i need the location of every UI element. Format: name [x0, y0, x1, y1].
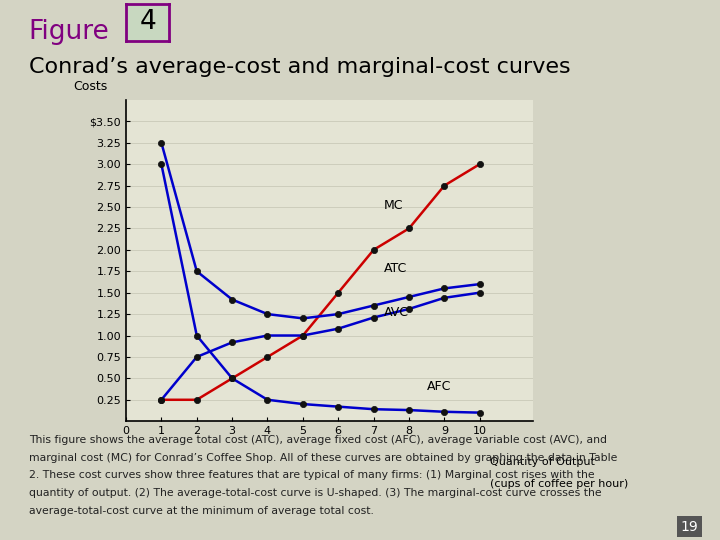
Text: (cups of coffee per hour): (cups of coffee per hour) [490, 480, 629, 489]
Text: Quantity of Output: Quantity of Output [490, 457, 595, 467]
Text: This figure shows the average total cost (ATC), average fixed cost (AFC), averag: This figure shows the average total cost… [29, 435, 607, 445]
Text: marginal cost (MC) for Conrad’s Coffee Shop. All of these curves are obtained by: marginal cost (MC) for Conrad’s Coffee S… [29, 453, 617, 463]
Text: Costs: Costs [73, 80, 107, 93]
Text: quantity of output. (2) The average-total-cost curve is U-shaped. (3) The margin: quantity of output. (2) The average-tota… [29, 488, 601, 498]
Text: average-total-cost curve at the minimum of average total cost.: average-total-cost curve at the minimum … [29, 506, 374, 516]
Text: ATC: ATC [384, 262, 408, 275]
Text: 4: 4 [139, 9, 156, 35]
Text: AFC: AFC [427, 380, 451, 394]
Text: Conrad’s average-cost and marginal-cost curves: Conrad’s average-cost and marginal-cost … [29, 57, 570, 77]
Text: Figure: Figure [29, 19, 109, 45]
Text: 19: 19 [680, 519, 698, 534]
Text: AVC: AVC [384, 306, 409, 319]
Text: 2. These cost curves show three features that are typical of many firms: (1) Mar: 2. These cost curves show three features… [29, 470, 595, 481]
Text: MC: MC [384, 199, 404, 212]
